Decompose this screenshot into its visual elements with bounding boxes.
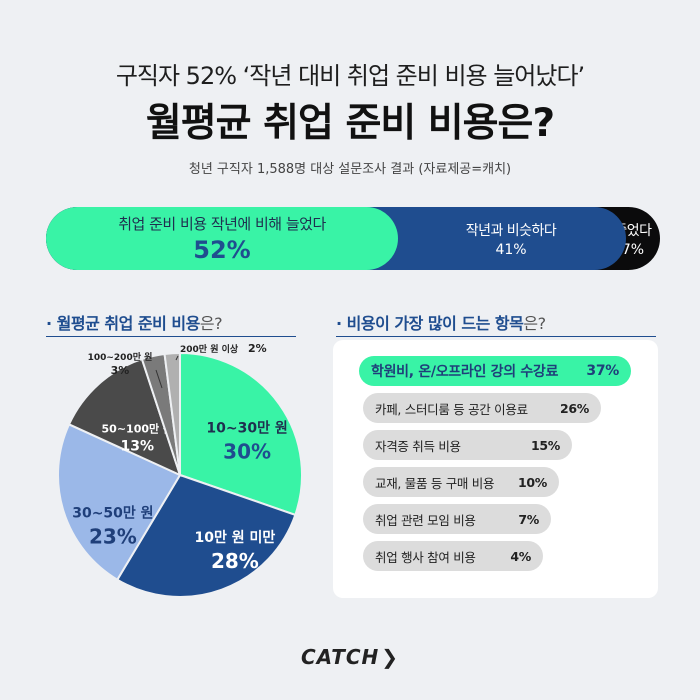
pie-slice-10-30 xyxy=(179,351,303,517)
pie-leader-100-200 xyxy=(155,369,163,389)
pie-leader-over-200 xyxy=(175,355,179,361)
cost-item-pct: 26% xyxy=(559,400,589,416)
items-section-heading: · 비용이 가장 많이 드는 항목은? xyxy=(336,310,656,337)
segment-label: 작년과 비슷하다 xyxy=(465,222,557,239)
subtitle: 구직자 52% ‘작년 대비 취업 준비 비용 늘어났다’ xyxy=(115,62,585,90)
segment-pct: 7% xyxy=(621,241,645,258)
cost-item-row: 취업 관련 모임 비용 7% xyxy=(363,504,551,534)
cost-items-card: 학원비, 온/오프라인 강의 수강료 37% 카페, 스터디룸 등 공간 이용료 26… xyxy=(333,340,658,598)
cost-item-pct: 7% xyxy=(518,511,539,527)
cost-item-pct: 15% xyxy=(530,437,560,453)
pie-label-over-200: 200만 원 이상 xyxy=(180,343,239,355)
page-title: 월평균 취업 준비 비용은? xyxy=(145,101,555,146)
pie-pct-under-10: 28% xyxy=(211,549,259,573)
cost-item-row: 취업 행사 참여 비용 4% xyxy=(363,541,543,571)
pie-slice-30-50 xyxy=(57,422,182,582)
source-note: 청년 구직자 1,588명 대상 설문조사 결과 (자료제공=캐치) xyxy=(188,162,512,177)
segment-increased: 취업 준비 비용 작년에 비해 늘었다 52% xyxy=(46,207,398,270)
cost-item-label: 학원비, 온/오프라인 강의 수강료 xyxy=(371,364,559,380)
cost-item-label: 취업 관련 모임 비용 xyxy=(375,512,476,528)
cost-item-row: 학원비, 온/오프라인 강의 수강료 37% xyxy=(359,356,631,386)
cost-item-pct: 10% xyxy=(517,474,547,490)
cost-item-label: 카페, 스터디룸 등 공간 이용료 xyxy=(375,401,528,417)
pie-heading-text: 월평균 취업 준비 비용 xyxy=(56,314,201,333)
items-heading-suffix: 은? xyxy=(523,314,546,333)
pie-slice-over-200 xyxy=(163,351,181,476)
pie-chart: 10~30만 원 30% 10만 원 미만 28% 30~50만 원 23% 50~100만… xyxy=(40,330,320,620)
pie-pct-30-50: 23% xyxy=(89,525,137,549)
pie-label-10-30: 10~30만 원 xyxy=(206,420,287,436)
cost-item-row: 자격증 취득 비용 15% xyxy=(363,430,572,460)
pie-section-heading: · 월평균 취업 준비 비용은? xyxy=(46,310,296,337)
segment-label: 취업 준비 비용 작년에 비해 늘었다 xyxy=(118,215,326,233)
pie-heading-suffix: 은? xyxy=(199,314,223,333)
pie-label-30-50: 30~50만 원 xyxy=(72,506,153,522)
stacked-bar: 줄었다 7% 작년과 비슷하다 41% 취업 준비 비용 작년에 비해 늘었다 … xyxy=(46,207,660,270)
logo-text: CATCH xyxy=(300,645,380,669)
cost-item-row: 교재, 물품 등 구매 비용 10% xyxy=(363,467,559,497)
pie-label-50-100: 50~100만 원 xyxy=(102,421,174,435)
segment-pct: 41% xyxy=(495,241,527,258)
cost-item-pct: 37% xyxy=(586,363,619,379)
logo-arrow-icon: ❯ xyxy=(381,645,400,669)
pie-chart-svg: 10~30만 원 30% 10만 원 미만 28% 30~50만 원 23% 50~100만… xyxy=(57,342,303,598)
pie-pct-100-200: 3% xyxy=(111,364,130,377)
pie-label-100-200: 100~200만 원 xyxy=(88,351,153,363)
cost-item-label: 자격증 취득 비용 xyxy=(375,438,461,454)
pie-pct-over-200: 2% xyxy=(248,342,267,355)
pie-pct-50-100: 13% xyxy=(121,438,155,454)
pie-label-under-10: 10만 원 미만 xyxy=(195,530,276,546)
segment-pct: 52% xyxy=(193,236,251,264)
cost-item-label: 취업 행사 참여 비용 xyxy=(375,549,476,565)
cost-item-pct: 4% xyxy=(510,548,531,564)
items-heading-text: 비용이 가장 많이 드는 항목 xyxy=(346,314,524,333)
cost-item-row: 카페, 스터디룸 등 공간 이용료 26% xyxy=(363,393,601,423)
pie-pct-10-30: 30% xyxy=(223,439,271,463)
catch-logo: CATCH ❯ xyxy=(0,645,700,669)
cost-item-label: 교재, 물품 등 구매 비용 xyxy=(375,475,495,491)
pie-slice-50-100 xyxy=(67,357,182,477)
